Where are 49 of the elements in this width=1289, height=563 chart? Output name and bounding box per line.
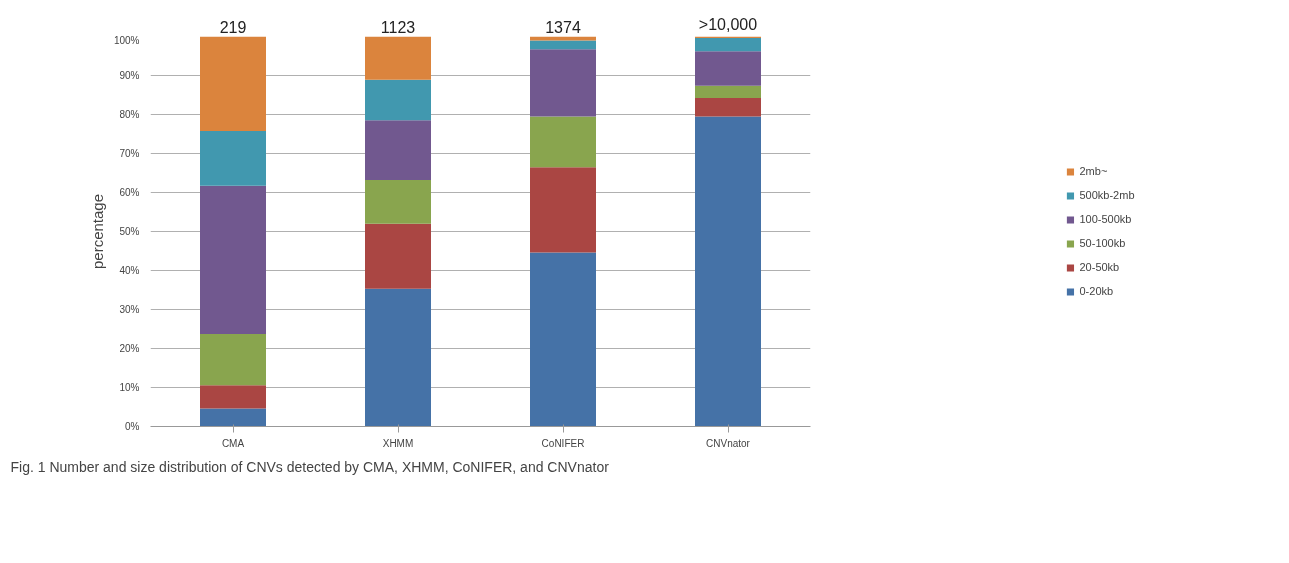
bar xyxy=(365,36,431,80)
y-tick-label: 30% xyxy=(119,304,140,315)
bar xyxy=(530,167,596,253)
legend-label: 2mb~ xyxy=(1079,165,1108,177)
bar xyxy=(365,79,431,121)
caption: Fig. 1 Number and size distribution of CNVs detected by CMA, XHMM, CoNIFER, and CNVnator xyxy=(10,458,610,475)
legend-label: 20-50kb xyxy=(1079,261,1120,273)
legend-label: 100-500kb xyxy=(1079,213,1132,225)
bar xyxy=(530,49,596,117)
y-tick-label: 70% xyxy=(119,148,140,159)
x-tick-label: CoNIFER xyxy=(541,437,585,449)
y-tick-label: 20% xyxy=(119,343,140,354)
bar xyxy=(695,51,761,86)
y-tick-label: 50% xyxy=(119,226,140,237)
y-tick-label: 100% xyxy=(113,34,140,46)
y-tick-label: 80% xyxy=(119,109,140,120)
y-tick-label: 90% xyxy=(119,70,140,81)
bar xyxy=(695,38,761,52)
bar xyxy=(530,116,596,168)
bar xyxy=(530,252,596,427)
bar xyxy=(365,288,431,427)
y-tick-label: 40% xyxy=(119,265,140,276)
x-tick-label: CMA xyxy=(221,437,245,449)
annotation: 1374 xyxy=(545,18,581,36)
bar xyxy=(200,385,266,409)
annotation: 1123 xyxy=(380,18,416,36)
bar xyxy=(695,85,761,99)
bar xyxy=(695,116,761,427)
legend-label: 0-20kb xyxy=(1079,285,1114,297)
bar xyxy=(200,36,266,131)
bar xyxy=(530,40,596,50)
legend-label: 50-100kb xyxy=(1079,237,1126,249)
bar xyxy=(365,120,431,181)
y-tick-label: 60% xyxy=(119,187,140,198)
bar xyxy=(200,408,266,427)
legend-label: 500kb-2mb xyxy=(1079,189,1135,201)
bar xyxy=(365,180,431,224)
bar xyxy=(200,185,266,335)
y-axis-title: percentage xyxy=(88,193,106,270)
bar xyxy=(200,334,266,386)
bar xyxy=(200,130,266,186)
annotation: >10,000 xyxy=(698,15,758,33)
bar xyxy=(365,223,431,289)
x-tick-label: XHMM xyxy=(382,437,414,449)
bar xyxy=(695,98,761,117)
annotation: 219 xyxy=(219,18,247,36)
y-tick-label: 10% xyxy=(119,382,140,393)
y-tick-label: 0% xyxy=(125,421,140,432)
x-tick-label: CNVnator xyxy=(706,437,751,449)
